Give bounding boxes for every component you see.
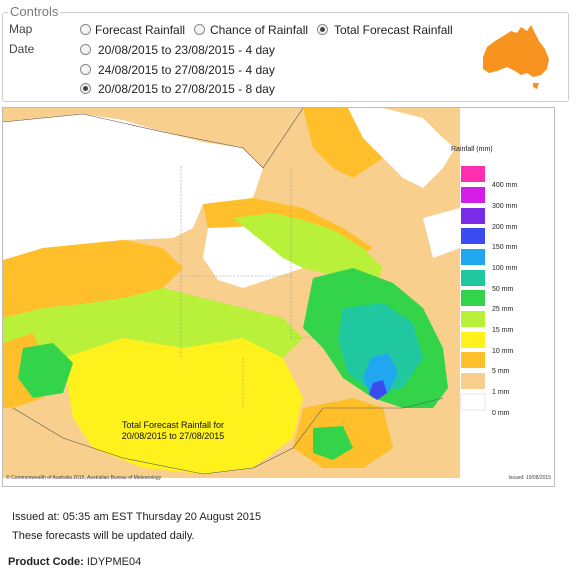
- chance-of-rainfall-label[interactable]: Chance of Rainfall: [210, 23, 309, 37]
- scale-label-150: 150 mm: [492, 244, 518, 251]
- date-option-1-label[interactable]: 20/08/2015 to 23/08/2015 - 4 day: [98, 43, 275, 57]
- date-option-2-label[interactable]: 24/08/2015 to 27/08/2015 - 4 day: [98, 63, 275, 77]
- scale-label-300: 300 mm: [492, 203, 518, 210]
- scale-label-15: 15 mm: [492, 327, 514, 334]
- scale-label-5: 5 mm: [492, 368, 510, 375]
- rainfall-map-image: [3, 108, 554, 486]
- date-option-2-radio[interactable]: [80, 64, 91, 75]
- map-row-label: Map: [9, 22, 33, 36]
- map-caption: Total Forecast Rainfall for 20/08/2015 t…: [103, 420, 243, 442]
- scale-label-400: 400 mm: [492, 182, 518, 189]
- total-forecast-rainfall-radio[interactable]: [317, 24, 328, 35]
- scale-label-0: 0 mm: [492, 410, 510, 417]
- scale-title: Rainfall (mm): [451, 146, 493, 153]
- scale-label-100: 100 mm: [492, 265, 518, 272]
- forecast-rainfall-radio[interactable]: [80, 24, 91, 35]
- scale-label-200: 200 mm: [492, 224, 518, 231]
- map-caption-line1: Total Forecast Rainfall for: [121, 420, 225, 430]
- scale-label-10: 10 mm: [492, 348, 514, 355]
- issued-at-text: Issued at: 05:35 am EST Thursday 20 Augu…: [12, 511, 262, 523]
- product-code-value: IDYPME04: [86, 556, 142, 568]
- map-issued-text: Issued: 19/08/2015: [508, 475, 551, 481]
- scale-label-50: 50 mm: [492, 286, 514, 293]
- product-code-label: Product Code:: [8, 556, 84, 568]
- date-row-label: Date: [9, 42, 35, 56]
- scale-label-25: 25 mm: [492, 306, 514, 313]
- product-code-row: Product Code: IDYPME04: [8, 556, 141, 568]
- controls-panel: Controls Map Date Forecast Rainfall Chan…: [2, 4, 569, 102]
- chance-of-rainfall-radio[interactable]: [194, 24, 205, 35]
- copyright-text: © Commonwealth of Australia 2015, Austra…: [6, 475, 162, 481]
- date-option-1-radio[interactable]: [80, 44, 91, 55]
- date-option-3-radio[interactable]: [80, 83, 91, 94]
- forecast-rainfall-label[interactable]: Forecast Rainfall: [95, 23, 186, 37]
- map-caption-line2: 20/08/2015 to 27/08/2015: [121, 431, 225, 441]
- controls-legend: Controls: [8, 4, 61, 19]
- update-note: These forecasts will be updated daily.: [12, 530, 195, 542]
- total-forecast-rainfall-label[interactable]: Total Forecast Rainfall: [334, 23, 453, 37]
- rainfall-map: Rainfall (mm) 400 mm 300 mm 200 mm 150 m…: [2, 107, 555, 487]
- australia-map-icon[interactable]: [477, 21, 557, 93]
- rainfall-color-scale: [460, 166, 486, 411]
- date-option-3-label[interactable]: 20/08/2015 to 27/08/2015 - 8 day: [98, 82, 275, 96]
- scale-label-1: 1 mm: [492, 389, 510, 396]
